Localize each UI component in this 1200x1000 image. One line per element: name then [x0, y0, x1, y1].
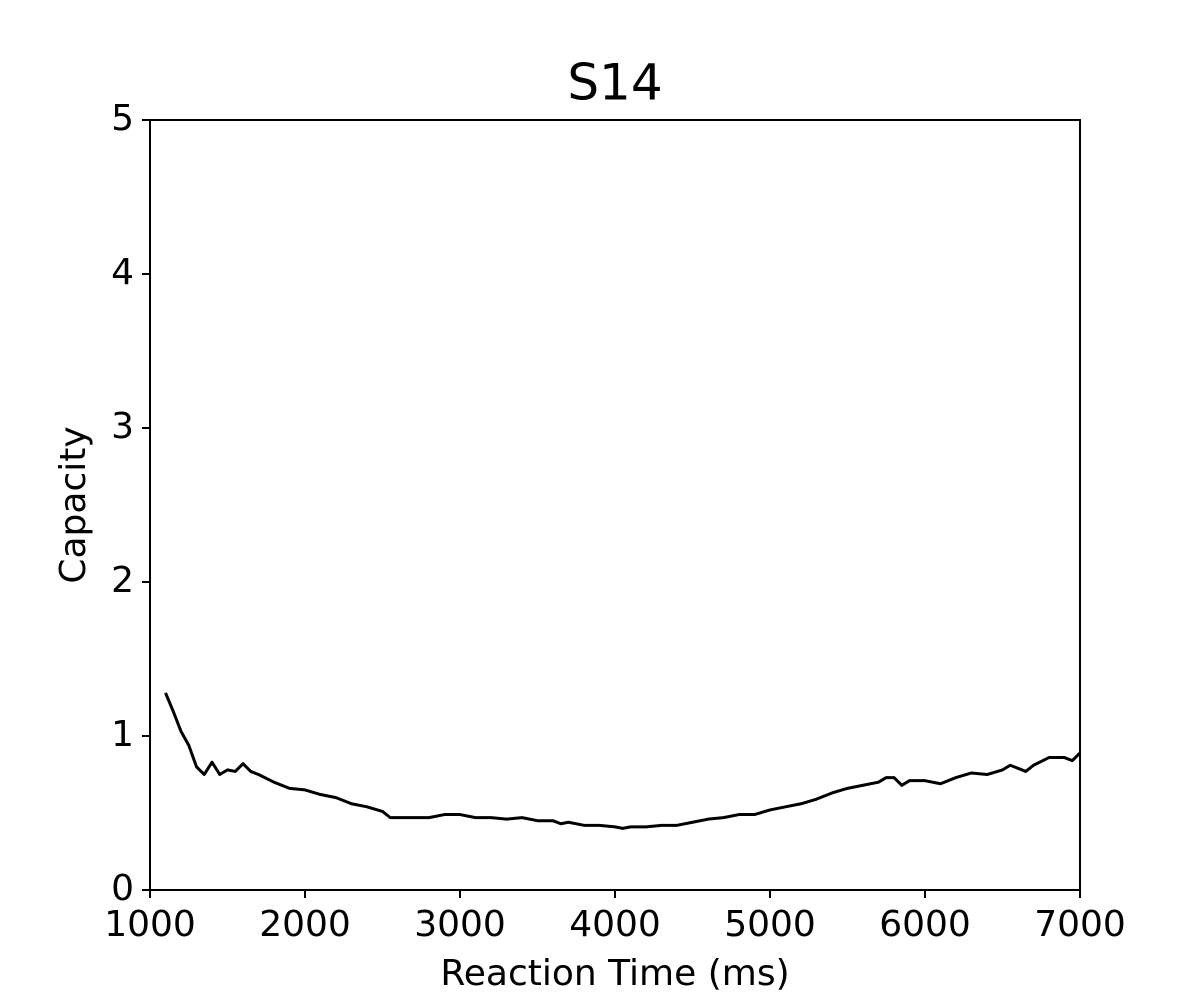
x-tick-label: 4000 — [569, 904, 661, 945]
y-tick-label: 5 — [111, 98, 134, 139]
y-tick-label: 4 — [111, 252, 134, 293]
x-tick-label: 6000 — [879, 904, 971, 945]
chart-title: S14 — [567, 54, 662, 112]
plot-frame — [149, 119, 1081, 891]
x-tick-label: 5000 — [724, 904, 816, 945]
y-tick-label: 0 — [111, 868, 134, 909]
y-tick-label: 3 — [111, 406, 134, 447]
x-tick-label: 3000 — [414, 904, 506, 945]
y-axis-label: Capacity — [53, 426, 94, 583]
x-tick-label: 1000 — [104, 904, 196, 945]
y-tick-label: 1 — [111, 714, 134, 755]
y-tick-label: 2 — [111, 560, 134, 601]
x-tick-label: 2000 — [259, 904, 351, 945]
x-tick-label: 7000 — [1034, 904, 1126, 945]
x-axis-label: Reaction Time (ms) — [440, 953, 789, 994]
data-line — [164, 692, 1080, 830]
